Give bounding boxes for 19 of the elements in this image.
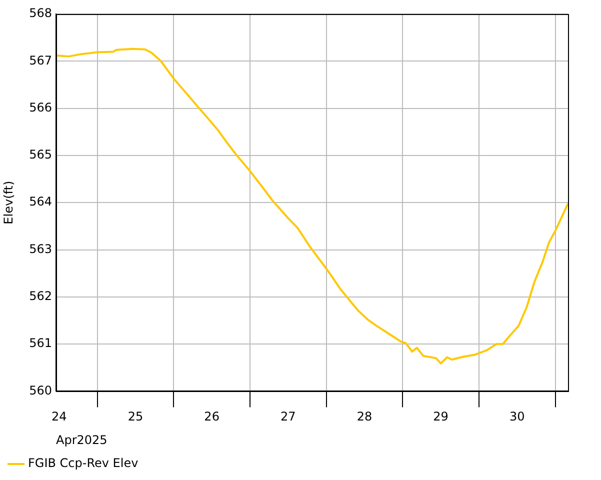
x-tick-label: 27 [280,410,296,424]
x-tick-label: 29 [433,410,448,424]
y-tick-label: 561 [29,336,52,350]
y-tick-label: 568 [29,6,52,20]
y-tick-label: 567 [29,53,52,68]
y-tick-label: 564 [29,194,52,209]
y-tick-label: 563 [29,242,52,256]
x-tick-label: 25 [128,410,144,424]
x-axis-title: Apr2025 [56,432,108,447]
y-tick-label: 565 [29,148,52,162]
x-tick-label: 26 [204,410,220,424]
y-tick-label: 562 [29,289,52,304]
x-tick-label: 24 [52,410,67,424]
x-tick-label: 28 [356,410,372,424]
y-tick-label: 566 [29,100,52,114]
y-tick-label: 560 [29,383,52,398]
y-axis-title: Elev(ft) [1,180,16,224]
x-tick-label: 30 [509,410,525,424]
legend-label: FGIB Ccp-Rev Elev [28,456,138,470]
